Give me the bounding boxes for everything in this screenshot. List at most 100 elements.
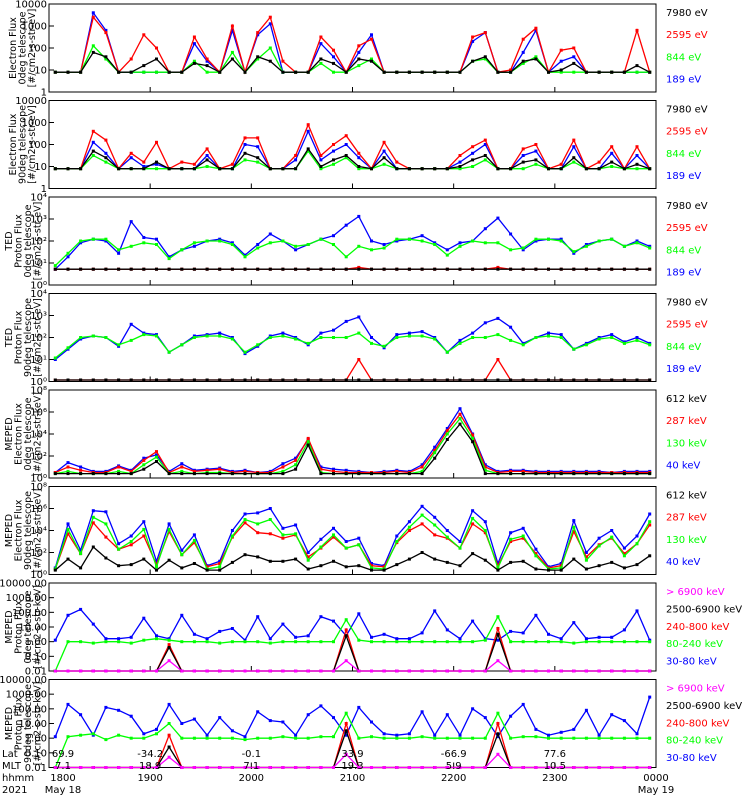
panel-8-point (357, 766, 361, 769)
panel-1-point (610, 70, 614, 74)
panel-1-point (205, 70, 209, 74)
panel-8-point (572, 727, 576, 731)
xaxis-lat-label: -0.1 (242, 749, 262, 760)
panel-5-point (104, 472, 108, 476)
panel-2-point (256, 156, 260, 160)
panel-6-point (142, 520, 146, 524)
panel-7-series-1 (54, 608, 651, 642)
panel-2-point (192, 167, 196, 171)
panel-1-point (180, 70, 184, 74)
panel-6-point (622, 552, 626, 556)
panel-3-point (496, 265, 500, 269)
panel-4-point (572, 347, 576, 351)
panel-8-point (610, 766, 614, 769)
panel-3-point (458, 244, 462, 248)
panel-2-point (243, 136, 247, 140)
panel-2-point (256, 160, 260, 164)
panel-5-point (319, 465, 323, 469)
panel-6-point (635, 534, 639, 538)
panel-6-point (420, 513, 424, 517)
panel-8-point (180, 722, 184, 725)
panel-6-point (597, 536, 601, 540)
panel-6-point (509, 531, 513, 535)
panel-2-point (332, 143, 335, 146)
panel-8-point (622, 736, 626, 740)
panel-4-point (344, 336, 348, 339)
panel-7-point (610, 669, 614, 673)
panel-1-point (344, 70, 348, 74)
panel-8-point (319, 766, 323, 769)
panel-5-series-2 (55, 413, 650, 474)
panel-7-point (370, 635, 373, 639)
panel-3-legend-entry: 7980 eV (666, 201, 708, 212)
panel-3-point (496, 216, 500, 220)
panel-6-point (610, 529, 614, 532)
panel-4-point (407, 378, 411, 382)
xaxis-mlt-label: 5.9 (446, 761, 462, 772)
panel-1-point (243, 70, 247, 74)
panel-2-point (205, 158, 209, 162)
panel-3-point (610, 267, 614, 271)
panel-7-point (319, 669, 323, 673)
panel-6-point (370, 568, 373, 572)
panel-1-point (572, 70, 576, 74)
panel-8-point (167, 745, 171, 749)
panel-8-point (79, 713, 83, 717)
panel-2-point (142, 165, 146, 168)
panel-7-point (344, 634, 348, 638)
panel-6-point (332, 533, 335, 537)
panel-3-point (597, 267, 601, 271)
panel-4-point (496, 358, 500, 361)
panel-4-point (483, 321, 487, 325)
panel-3-point (332, 243, 335, 246)
panel-7-point (597, 640, 601, 644)
panel-6-point (167, 530, 171, 534)
panel-3-point (180, 248, 184, 252)
panel-1-point (332, 70, 335, 74)
panel-7-point (230, 669, 234, 673)
panel-6-point (648, 512, 652, 516)
panel-4-point (319, 378, 323, 382)
panel-1-point (79, 70, 83, 74)
panel-7-series-5 (55, 659, 650, 672)
panel-1-point (306, 70, 310, 74)
panel-4-point (268, 336, 272, 339)
panel-8-point (458, 736, 462, 740)
panel-8-point (268, 719, 272, 723)
panel-6-point (357, 536, 361, 540)
panel-6-point (167, 558, 171, 562)
panel-4-point (370, 341, 373, 345)
panel-8-point (572, 736, 576, 740)
panel-3-point (521, 267, 525, 271)
panel-3-point (445, 253, 449, 257)
panel-6-point (142, 527, 146, 531)
panel-5-point (142, 467, 146, 471)
panel-2-point (534, 162, 538, 166)
panel-3-point (294, 248, 298, 252)
panel-5-point (370, 472, 373, 476)
panel-3-point (306, 267, 310, 271)
panel-8-point (458, 766, 462, 769)
panel-8-point (584, 736, 588, 740)
panel-5-point (483, 465, 487, 469)
panel-6-point (534, 567, 538, 571)
panel-6-point (129, 534, 133, 538)
panel-4-point (496, 316, 500, 320)
panel-5-point (281, 472, 285, 476)
panel-3-point (420, 234, 424, 238)
panel-3-point (230, 243, 234, 246)
panel-3-tick-label: 10³ (30, 215, 47, 226)
panel-8-point (155, 727, 158, 731)
panel-8-ylabel: MEPED (4, 707, 15, 740)
panel-6-point (294, 557, 298, 561)
panel-2-point (205, 165, 209, 168)
panel-2-point (344, 134, 348, 138)
panel-7-point (509, 640, 513, 644)
panel-3-point (420, 239, 424, 243)
panel-7-point (117, 640, 121, 644)
panel-8-point (294, 766, 298, 769)
panel-7-point (79, 669, 83, 673)
panel-2-point (91, 140, 95, 144)
panel-8-point (395, 766, 399, 769)
panel-8-point (218, 766, 222, 769)
